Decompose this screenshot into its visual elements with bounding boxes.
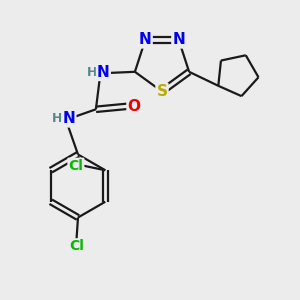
Text: N: N xyxy=(62,111,75,126)
Text: S: S xyxy=(157,84,167,99)
Text: O: O xyxy=(128,99,140,114)
Text: N: N xyxy=(172,32,185,47)
Text: H: H xyxy=(87,66,97,79)
Text: N: N xyxy=(97,65,110,80)
Text: Cl: Cl xyxy=(69,239,84,253)
Text: N: N xyxy=(139,32,152,47)
Text: Cl: Cl xyxy=(68,159,83,173)
Text: H: H xyxy=(52,112,63,125)
